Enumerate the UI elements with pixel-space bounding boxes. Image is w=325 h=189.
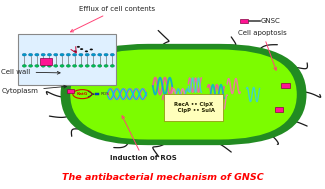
Ellipse shape [60, 64, 64, 67]
Ellipse shape [29, 64, 33, 67]
Ellipse shape [98, 64, 102, 67]
Ellipse shape [66, 53, 71, 56]
Ellipse shape [98, 53, 102, 56]
Ellipse shape [85, 64, 89, 67]
Bar [275, 107, 283, 112]
Bar [69, 56, 78, 60]
Ellipse shape [35, 64, 39, 67]
Ellipse shape [91, 64, 96, 67]
Bar [95, 93, 99, 95]
Text: Cell apoptosis: Cell apoptosis [239, 30, 287, 70]
Text: ROS: ROS [100, 92, 109, 96]
Ellipse shape [79, 64, 83, 67]
Ellipse shape [110, 64, 114, 67]
Text: Cell wall: Cell wall [1, 69, 60, 75]
Bar [67, 89, 74, 93]
Ellipse shape [104, 64, 108, 67]
Ellipse shape [72, 53, 77, 56]
Ellipse shape [41, 64, 45, 67]
Ellipse shape [91, 53, 96, 56]
Ellipse shape [80, 48, 83, 50]
Text: GNSC: GNSC [261, 18, 280, 24]
Ellipse shape [60, 53, 64, 56]
Text: Induction of ROS: Induction of ROS [110, 116, 176, 161]
Bar [95, 48, 104, 53]
Text: RecA •• ClpX
   ClpP •• SulA: RecA •• ClpX ClpP •• SulA [172, 102, 215, 113]
Ellipse shape [73, 50, 77, 52]
FancyBboxPatch shape [19, 34, 116, 85]
Ellipse shape [29, 53, 33, 56]
Ellipse shape [90, 49, 93, 50]
Bar [240, 19, 248, 23]
Text: Efflux of cell contents: Efflux of cell contents [71, 6, 155, 32]
Bar [40, 58, 52, 65]
Ellipse shape [22, 64, 26, 67]
Ellipse shape [85, 50, 88, 52]
Ellipse shape [85, 53, 89, 56]
Bar [82, 51, 91, 56]
Ellipse shape [66, 64, 71, 67]
Text: The antibacterial mechanism of GNSC: The antibacterial mechanism of GNSC [62, 173, 263, 182]
Ellipse shape [54, 64, 58, 67]
Bar [281, 83, 290, 88]
Ellipse shape [47, 53, 52, 56]
Ellipse shape [22, 53, 26, 56]
Text: Cytoplasm: Cytoplasm [1, 85, 67, 94]
Ellipse shape [104, 53, 108, 56]
Ellipse shape [77, 46, 80, 48]
Ellipse shape [54, 53, 58, 56]
Ellipse shape [72, 64, 77, 67]
Ellipse shape [41, 53, 45, 56]
FancyBboxPatch shape [60, 44, 306, 145]
Ellipse shape [47, 64, 52, 67]
Ellipse shape [79, 53, 83, 56]
Ellipse shape [35, 53, 39, 56]
Ellipse shape [110, 53, 114, 56]
FancyBboxPatch shape [70, 50, 297, 139]
Text: KatG: KatG [77, 92, 88, 96]
